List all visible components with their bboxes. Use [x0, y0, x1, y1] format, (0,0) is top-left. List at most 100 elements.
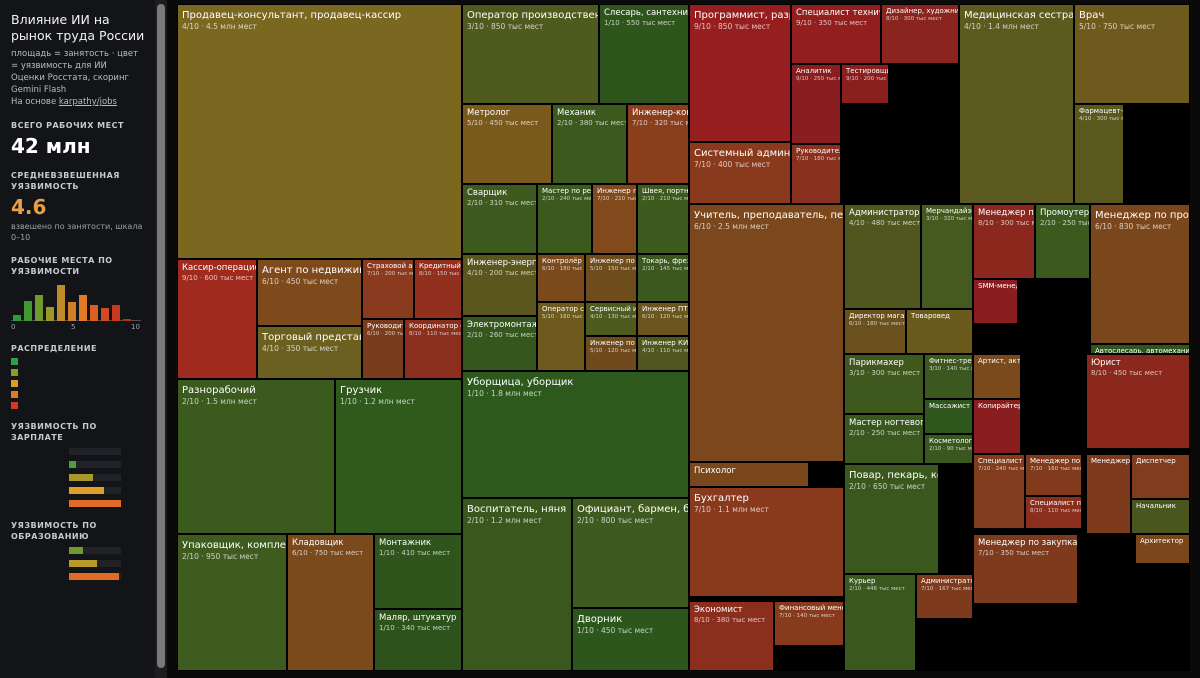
histogram-bar[interactable]	[90, 305, 98, 321]
treemap-tile[interactable]: Инженер по ОТ7/10 · 210 тыс мест	[592, 184, 637, 254]
treemap-tile[interactable]: Специалист технической поддержки9/10 · 3…	[791, 4, 881, 64]
treemap-tile[interactable]: Координатор отдела8/10 · 110 тыс мест	[404, 319, 462, 379]
histogram-bar[interactable]	[79, 295, 87, 321]
treemap-tile[interactable]: Повар, пекарь, кондитер2/10 · 650 тыс ме…	[844, 464, 939, 574]
treemap-tile[interactable]: Мастер по ремонту2/10 · 240 тыс мест	[537, 184, 592, 254]
treemap-tile[interactable]: Слесарь, сантехник 1/10 · 550 тыс мест	[599, 4, 689, 104]
treemap-tile[interactable]: Бухгалтер 7/10 · 1.1 млн мест	[689, 487, 844, 597]
treemap-tile[interactable]: Фитнес-тренер3/10 · 140 тыс мест	[924, 354, 973, 399]
treemap-tile[interactable]: Официант, бармен, бариста2/10 · 800 тыс …	[572, 498, 689, 608]
histogram-bar[interactable]	[13, 315, 21, 321]
treemap-tile[interactable]: Электромонтажник2/10 · 260 тыс мест	[462, 316, 537, 371]
treemap-tile[interactable]: Механик 2/10 · 380 тыс мест	[552, 104, 627, 184]
treemap-tile[interactable]: Контролёр ОТК6/10 · 180 тыс мест	[537, 254, 585, 302]
treemap-tile[interactable]: Товаровед	[906, 309, 973, 354]
treemap-tile[interactable]: Администратор7/10 · 167 тыс мест	[916, 574, 973, 619]
treemap-tile[interactable]: Кредитный специалист8/10 · 150 тыс мест	[414, 259, 462, 319]
treemap-tile[interactable]: Кассир-операционист9/10 · 600 тыс мест	[177, 259, 257, 379]
treemap-tile[interactable]: Руководитель проектов7/10 · 180 тыс мест	[791, 144, 841, 204]
treemap-tile[interactable]: Швея, портной2/10 · 210 тыс мест	[637, 184, 689, 254]
treemap-tile[interactable]: Фармацевт-провизор4/10 · 300 тыс мест	[1074, 104, 1124, 204]
treemap-tile[interactable]: Монтажник 1/10 · 410 тыс мест	[374, 534, 462, 609]
treemap-tile[interactable]: Грузчик 1/10 · 1.2 млн мест	[335, 379, 462, 534]
histogram-bar[interactable]	[57, 285, 65, 321]
treemap-tile[interactable]: Кладовщик 6/10 · 750 тыс мест	[287, 534, 374, 671]
treemap-tile[interactable]: Менеджер по закупкам 7/10 · 350 тыс мест	[973, 534, 1078, 604]
treemap-tile[interactable]: Менеджер по продажам6/10 · 830 тыс мест	[1090, 204, 1190, 344]
treemap-tile[interactable]: Автослесарь, автомеханик	[1090, 344, 1190, 354]
treemap-tile[interactable]: Воспитатель, няня 2/10 · 1.2 млн мест	[462, 498, 572, 671]
salary-row[interactable]	[11, 485, 145, 495]
treemap-tile[interactable]: SMM-менеджер	[973, 279, 1018, 324]
treemap-tile[interactable]: Мерчандайзер3/10 · 320 тыс мест	[921, 204, 973, 309]
treemap-tile[interactable]: Диспетчер	[1131, 454, 1190, 499]
treemap-tile[interactable]: Копирайтер	[973, 399, 1021, 454]
treemap-tile[interactable]: Дворник 1/10 · 450 тыс мест	[572, 608, 689, 671]
sidebar-scrollbar[interactable]	[155, 0, 167, 678]
treemap-tile[interactable]: Токарь, фрезеровщик2/10 · 145 тыс мест	[637, 254, 689, 302]
treemap-tile[interactable]: Специалист по кадрам8/10 · 110 тыс мест	[1025, 496, 1082, 529]
treemap-tile[interactable]: Массажист	[924, 399, 973, 434]
treemap-tile[interactable]: Парикмахер 3/10 · 300 тыс мест	[844, 354, 924, 414]
treemap-tile[interactable]: Артист, актёр	[973, 354, 1021, 399]
treemap-tile[interactable]: Уборщица, уборщик 1/10 · 1.8 млн мест	[462, 371, 689, 498]
treemap-tile[interactable]: Учитель, преподаватель, педагог6/10 · 2.…	[689, 204, 844, 462]
source-link[interactable]: karpathy/jobs	[58, 97, 117, 107]
treemap-tile[interactable]: Менеджер по персоналу7/10 · 160 тыс мест	[1025, 454, 1082, 496]
treemap-tile[interactable]: Продавец-консультант, продавец-кассир 4/1…	[177, 4, 462, 259]
treemap-tile[interactable]: Упаковщик, комплектовщик2/10 · 950 тыс м…	[177, 534, 287, 671]
salary-row[interactable]	[11, 498, 145, 508]
histogram-bar[interactable]	[123, 319, 131, 321]
histogram-bar[interactable]	[46, 307, 54, 321]
histogram-bar[interactable]	[35, 295, 43, 321]
treemap-tile[interactable]: Агент по недвижимости6/10 · 450 тыс мест	[257, 259, 362, 326]
treemap-tile[interactable]: Торговый представитель4/10 · 350 тыс мес…	[257, 326, 362, 379]
treemap-tile[interactable]: Программист, разработчик9/10 · 850 тыс м…	[689, 4, 791, 142]
treemap-tile[interactable]: Сервисный инженер4/10 · 130 тыс мест	[585, 302, 637, 336]
treemap-tile[interactable]: Медицинская сестра, медбрат4/10 · 1.4 мл…	[959, 4, 1074, 204]
treemap-tile[interactable]: Инженер-энергетик4/10 · 200 тыс мест	[462, 254, 537, 316]
treemap-tile[interactable]: Мастер ногтевого сервиса2/10 · 250 тыс м…	[844, 414, 924, 464]
histogram-bar[interactable]	[112, 305, 120, 321]
treemap-tile[interactable]: Психолог	[689, 462, 809, 487]
treemap-tile[interactable]: Менеджер	[1086, 454, 1131, 534]
treemap-tile[interactable]: Начальник	[1131, 499, 1190, 534]
histogram-bar[interactable]	[68, 302, 76, 321]
treemap-tile[interactable]: Оператор станков5/10 · 160 тыс мест	[537, 302, 585, 371]
distribution-row[interactable]	[11, 358, 145, 365]
education-row[interactable]	[11, 545, 145, 555]
histogram-bar[interactable]	[101, 308, 109, 321]
treemap-tile[interactable]: Оператор производственной линии3/10 · 85…	[462, 4, 599, 104]
scroll-thumb[interactable]	[157, 4, 165, 668]
treemap-tile[interactable]: Экономист 8/10 · 380 тыс мест	[689, 601, 774, 671]
education-row[interactable]	[11, 558, 145, 568]
distribution-row[interactable]	[11, 369, 145, 376]
treemap-tile[interactable]: Архитектор	[1135, 534, 1190, 564]
treemap-tile[interactable]: Администратор магазина4/10 · 480 тыс мес…	[844, 204, 921, 309]
treemap-tile[interactable]: Маляр, штукатур 1/10 · 340 тыс мест	[374, 609, 462, 671]
treemap-tile[interactable]: Дизайнер, художник 8/10 · 300 тыс мест	[881, 4, 959, 64]
treemap-tile[interactable]: Страховой агент7/10 · 200 тыс мест	[362, 259, 414, 319]
distribution-row[interactable]	[11, 391, 145, 398]
treemap-tile[interactable]: Метролог 5/10 · 450 тыс мест	[462, 104, 552, 184]
histogram-bar[interactable]	[24, 301, 32, 321]
education-row[interactable]	[11, 571, 145, 581]
treemap-tile[interactable]: Инженер КИПиА4/10 · 110 тыс мест	[637, 336, 689, 371]
treemap-tile[interactable]: Финансовый менеджер7/10 · 140 тыс мест	[774, 601, 844, 646]
treemap-tile[interactable]: Курьер 2/10 · 446 тыс мест	[844, 574, 916, 671]
salary-row[interactable]	[11, 459, 145, 469]
treemap-tile[interactable]: Сварщик 2/10 · 310 тыс мест	[462, 184, 537, 254]
treemap-tile[interactable]: Менеджер по маркетингу8/10 · 300 тыс мес…	[973, 204, 1035, 279]
salary-row[interactable]	[11, 446, 145, 456]
treemap-tile[interactable]: Юрист 8/10 · 450 тыс мест	[1086, 354, 1190, 449]
treemap-tile[interactable]: Инженер-конструктор7/10 · 320 тыс мест	[627, 104, 689, 184]
salary-row[interactable]	[11, 472, 145, 482]
treemap-tile[interactable]: Руководитель6/10 · 200 тыс мест	[362, 319, 404, 379]
treemap-tile[interactable]: Инженер по качеству5/10 · 150 тыс мест	[585, 254, 637, 302]
treemap-tile[interactable]: Системный администратор7/10 · 400 тыс ме…	[689, 142, 791, 204]
